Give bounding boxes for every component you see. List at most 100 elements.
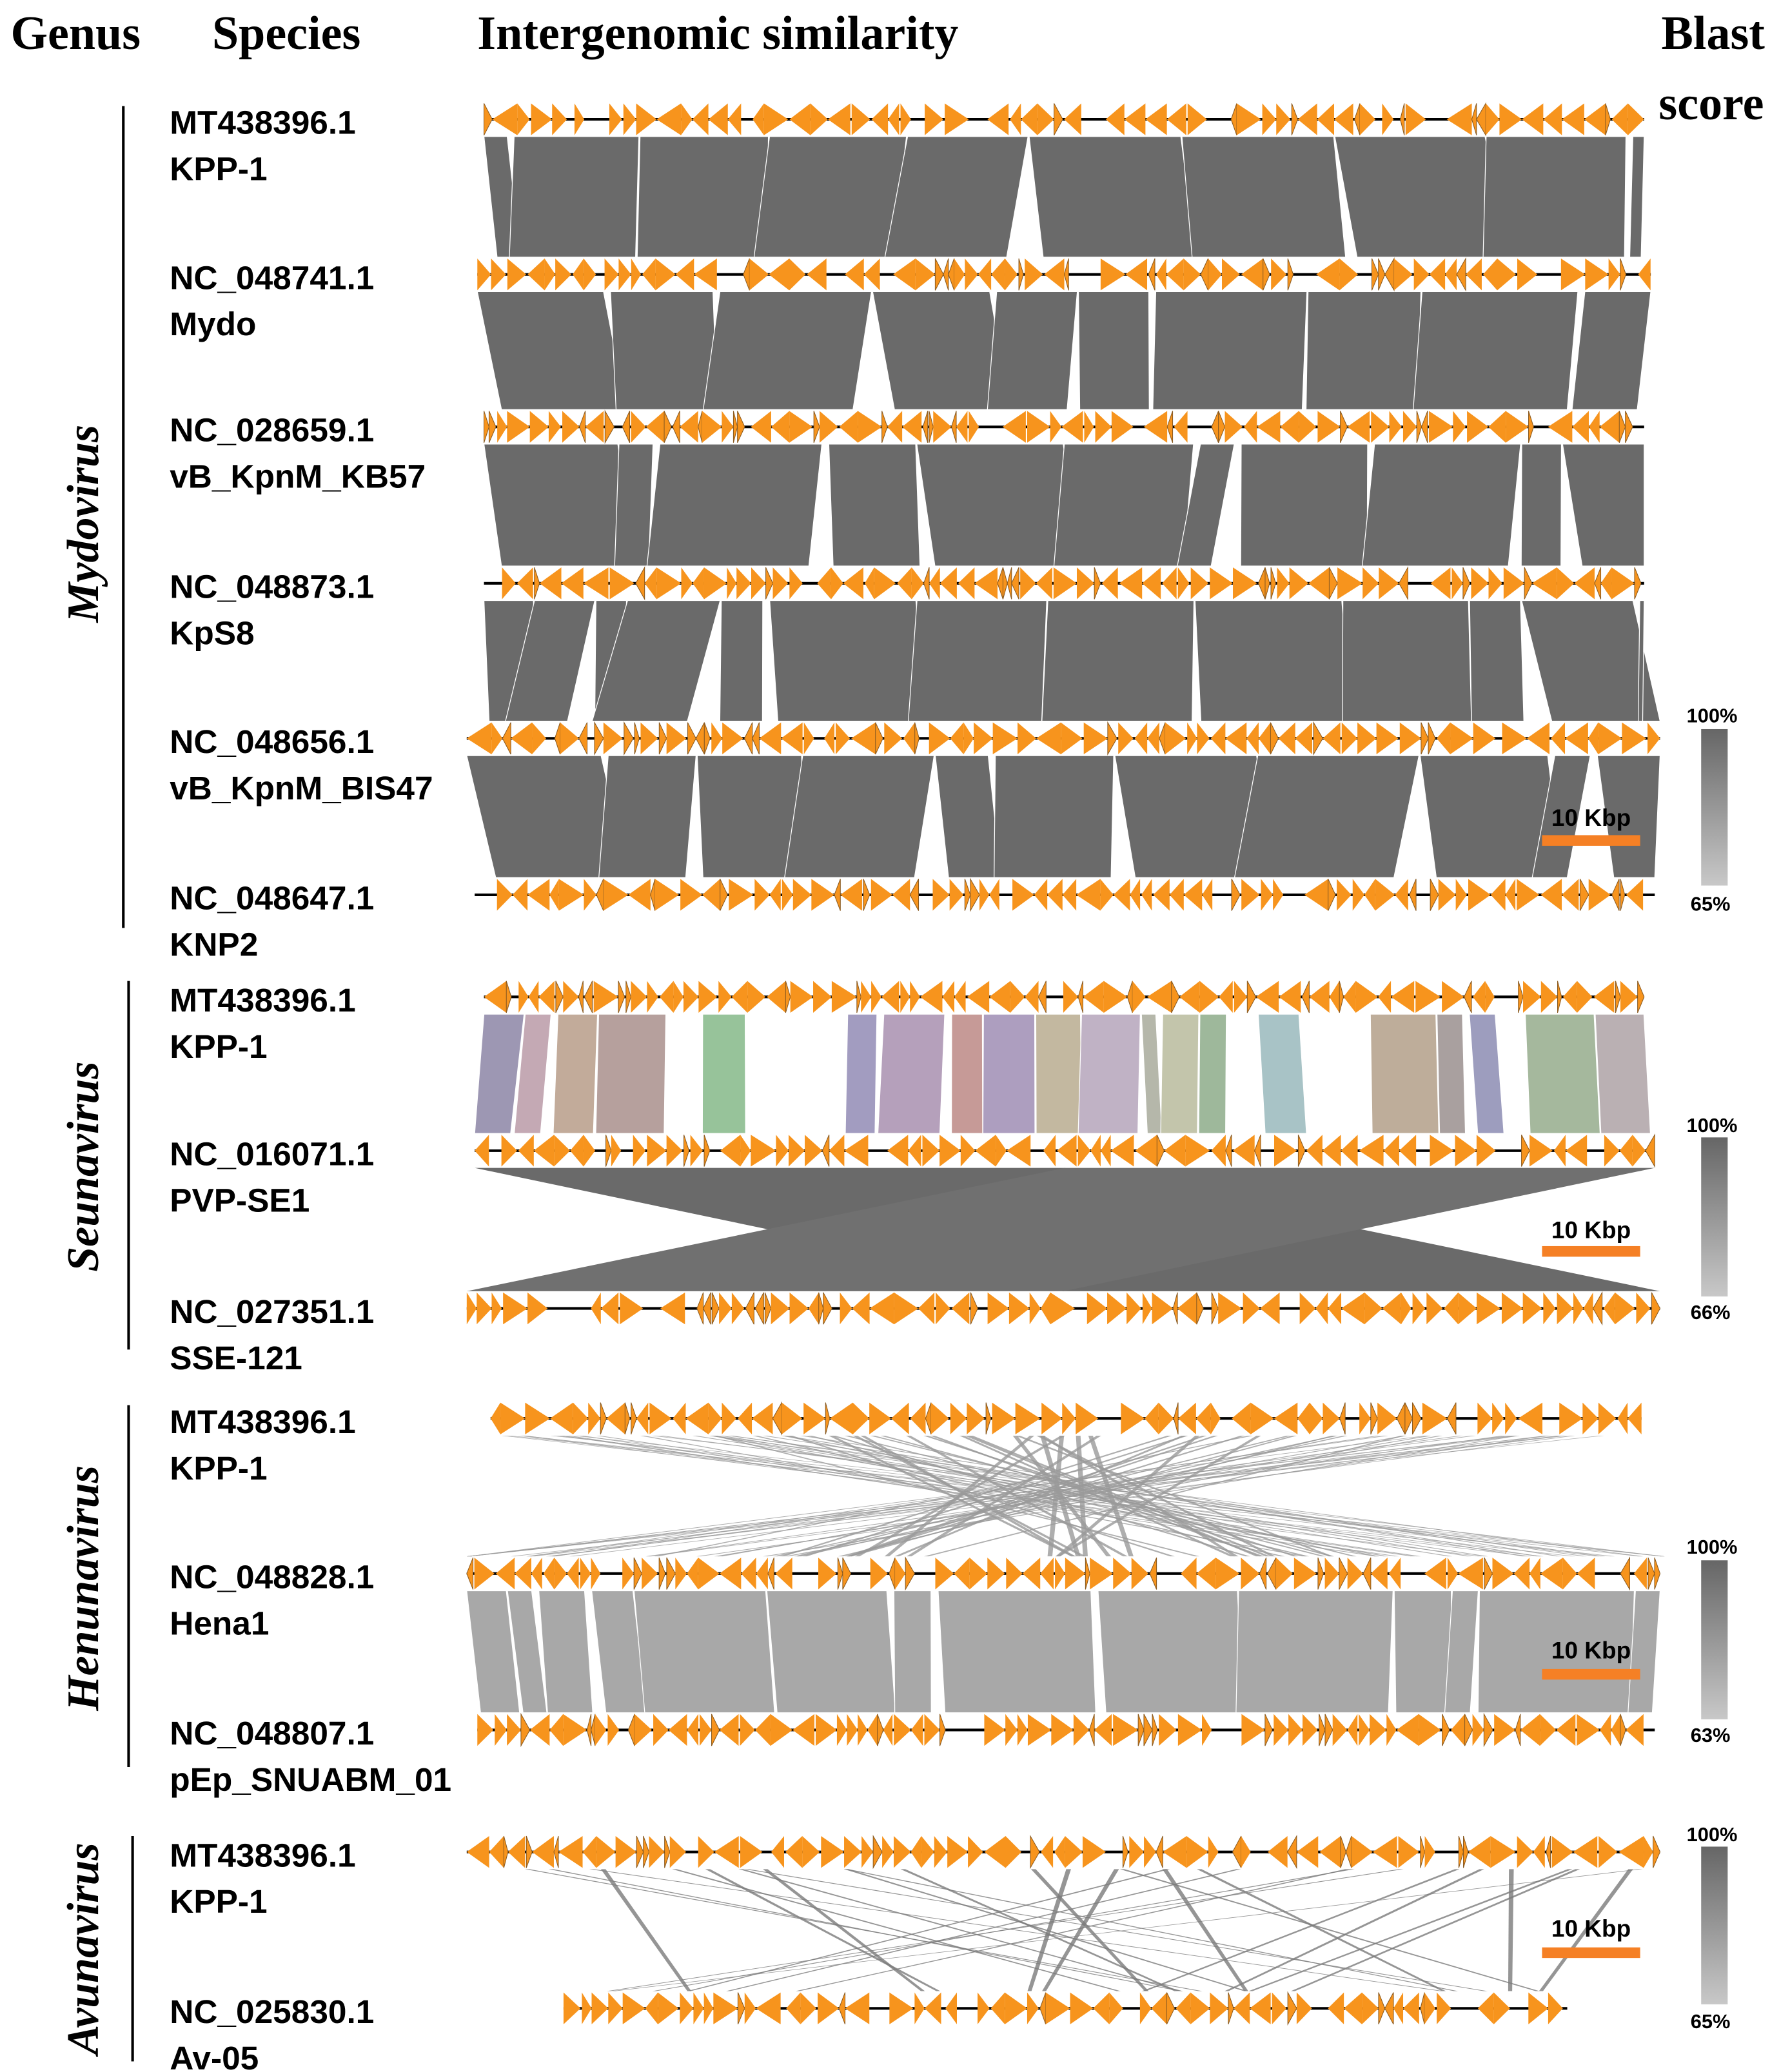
gene-arrow xyxy=(1364,879,1375,911)
gene-arrow xyxy=(1007,1135,1031,1167)
gene-arrow xyxy=(622,411,631,444)
gene-arrow xyxy=(1464,981,1472,1013)
similarity-band xyxy=(807,1435,1310,1557)
gene-arrow xyxy=(1430,567,1451,600)
gene-arrow xyxy=(954,1558,970,1590)
gene-arrow xyxy=(1054,103,1063,135)
gene-arrow xyxy=(650,879,656,911)
gene-arrow xyxy=(1402,411,1417,443)
similarity-band xyxy=(838,1435,1337,1557)
gene-arrow xyxy=(1254,1135,1261,1167)
gene-arrow xyxy=(1197,722,1210,755)
gene-arrow xyxy=(680,879,703,911)
gene-arrow xyxy=(883,1714,893,1746)
gene-arrow xyxy=(1021,103,1038,135)
gene-arrow xyxy=(1270,567,1277,600)
gene-arrow xyxy=(1437,1992,1451,2024)
similarity-band xyxy=(1370,1013,1439,1134)
gene-arrow xyxy=(1523,981,1541,1013)
gene-arrow xyxy=(1018,258,1024,291)
gene-arrow xyxy=(1438,879,1456,911)
similarity-band xyxy=(1035,1013,1082,1134)
gene-arrow xyxy=(512,879,528,911)
gene-arrow xyxy=(573,258,584,291)
gene-arrow xyxy=(769,879,781,911)
gene-arrow xyxy=(1297,1134,1306,1167)
gene-arrow xyxy=(1225,722,1247,755)
gene-arrow xyxy=(1038,981,1047,1013)
track-accession: NC_028659.1 xyxy=(170,411,374,449)
gene-arrow xyxy=(466,722,492,755)
gene-arrow xyxy=(608,1992,623,2024)
gene-arrow xyxy=(1297,103,1317,135)
similarity-band xyxy=(900,1869,1179,1991)
legend-min: 65% xyxy=(1691,2010,1731,2033)
similarity-band xyxy=(784,755,935,878)
gene-arrow xyxy=(1022,1558,1041,1590)
gene-arrow xyxy=(703,1292,711,1325)
gene-arrow xyxy=(720,1135,741,1167)
similarity-band xyxy=(1342,600,1472,722)
track-accession: NC_025830.1 xyxy=(170,1993,374,2030)
gene-arrow xyxy=(1611,567,1635,600)
gene-arrow xyxy=(490,1402,501,1434)
gene-arrow xyxy=(672,411,680,444)
gene-arrow xyxy=(722,1402,736,1434)
gene-arrow xyxy=(1472,1714,1484,1746)
gene-arrow xyxy=(1494,1714,1516,1746)
gene-arrow xyxy=(560,722,579,755)
gene-arrow xyxy=(584,981,593,1013)
gene-arrow xyxy=(1054,1835,1065,1868)
gene-arrow xyxy=(1518,1402,1543,1434)
gene-arrow xyxy=(803,1402,826,1434)
gene-arrow xyxy=(1296,1992,1312,2024)
track-name: Hena1 xyxy=(170,1604,269,1641)
gene-arrow xyxy=(615,1835,637,1868)
gene-arrow xyxy=(582,1992,592,2024)
gene-arrow xyxy=(1020,567,1036,600)
gene-arrow xyxy=(1617,1402,1628,1434)
gene-arrow xyxy=(607,1714,620,1746)
gene-arrow xyxy=(1455,879,1467,911)
gene-arrow xyxy=(1139,1992,1152,2024)
gene-arrow xyxy=(664,1835,671,1868)
gene-arrow xyxy=(1608,258,1620,291)
gene-arrow xyxy=(785,981,791,1013)
gene-arrow xyxy=(718,981,732,1013)
gene-arrow xyxy=(1175,1992,1191,2024)
gene-arrow xyxy=(1409,879,1417,911)
gene-arrow xyxy=(771,1292,790,1325)
gene-arrow xyxy=(1200,258,1209,291)
gene-arrow xyxy=(1276,103,1291,135)
gene-arrow xyxy=(1332,1714,1348,1746)
gene-arrow xyxy=(964,879,971,911)
gene-arrow xyxy=(1618,1835,1644,1868)
similarity-band-group xyxy=(477,291,1651,411)
gene-arrow xyxy=(1583,1292,1593,1325)
gene-arrow xyxy=(543,1558,555,1590)
gene-arrow xyxy=(910,1402,926,1434)
scale-bar xyxy=(1542,1246,1640,1257)
gene-arrow xyxy=(1362,567,1379,600)
gene-arrow xyxy=(932,879,950,911)
gene-arrow xyxy=(1137,1714,1145,1746)
gene-arrow xyxy=(1034,879,1048,911)
gene-arrow xyxy=(1007,567,1012,600)
genome-track: MT438396.1 KPP-1 xyxy=(170,1401,1642,1487)
gene-arrow xyxy=(1455,1135,1477,1167)
legend-min: 63% xyxy=(1691,1724,1731,1746)
genome-track: MT438396.1 KPP-1 xyxy=(170,1835,1661,1920)
gene-arrow xyxy=(1055,1558,1065,1590)
gene-arrow xyxy=(1147,722,1159,755)
gene-arrow xyxy=(1274,1714,1289,1746)
gene-arrow xyxy=(729,879,754,911)
gene-arrow xyxy=(1540,1714,1557,1746)
similarity-band xyxy=(702,291,872,411)
gene-arrow xyxy=(929,567,940,600)
similarity-band xyxy=(782,1435,1527,1557)
gene-arrow xyxy=(1375,879,1395,911)
gene-arrow xyxy=(591,1292,601,1325)
gene-arrow xyxy=(861,1835,874,1868)
gene-arrow xyxy=(1394,258,1413,291)
gene-arrow xyxy=(1179,981,1200,1013)
